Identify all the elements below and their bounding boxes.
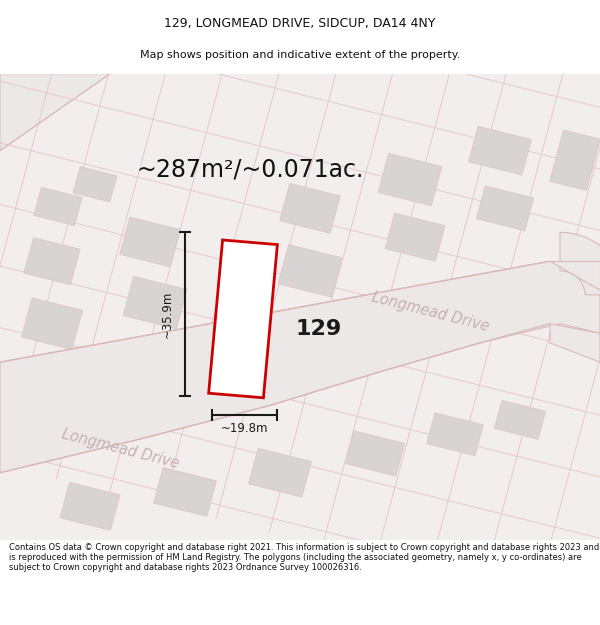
Polygon shape <box>120 217 180 267</box>
Text: ~35.9m: ~35.9m <box>161 291 173 338</box>
Polygon shape <box>34 188 82 226</box>
Polygon shape <box>280 184 340 233</box>
Polygon shape <box>123 276 187 329</box>
Text: Contains OS data © Crown copyright and database right 2021. This information is : Contains OS data © Crown copyright and d… <box>9 542 599 572</box>
Polygon shape <box>60 482 120 530</box>
Polygon shape <box>0 261 600 472</box>
Polygon shape <box>550 261 600 290</box>
Polygon shape <box>385 213 445 261</box>
Polygon shape <box>378 153 442 206</box>
Text: ~287m²/~0.071ac.: ~287m²/~0.071ac. <box>136 158 364 182</box>
Text: 129, LONGMEAD DRIVE, SIDCUP, DA14 4NY: 129, LONGMEAD DRIVE, SIDCUP, DA14 4NY <box>164 17 436 30</box>
Polygon shape <box>469 126 532 175</box>
Text: 129: 129 <box>295 319 341 339</box>
Polygon shape <box>476 186 533 231</box>
Text: Map shows position and indicative extent of the property.: Map shows position and indicative extent… <box>140 50 460 60</box>
Polygon shape <box>494 401 545 439</box>
Polygon shape <box>209 240 277 398</box>
Polygon shape <box>24 238 80 284</box>
Polygon shape <box>154 468 217 516</box>
Polygon shape <box>22 298 82 349</box>
Text: Longmead Drive: Longmead Drive <box>59 426 181 471</box>
Polygon shape <box>550 130 600 191</box>
Polygon shape <box>248 448 311 497</box>
Text: Longmead Drive: Longmead Drive <box>370 290 490 334</box>
Polygon shape <box>73 167 117 202</box>
Polygon shape <box>427 413 484 456</box>
Polygon shape <box>346 431 404 476</box>
Polygon shape <box>278 244 342 297</box>
Polygon shape <box>560 232 600 295</box>
Text: ~19.8m: ~19.8m <box>221 422 268 435</box>
Polygon shape <box>550 324 600 362</box>
Polygon shape <box>0 74 110 151</box>
